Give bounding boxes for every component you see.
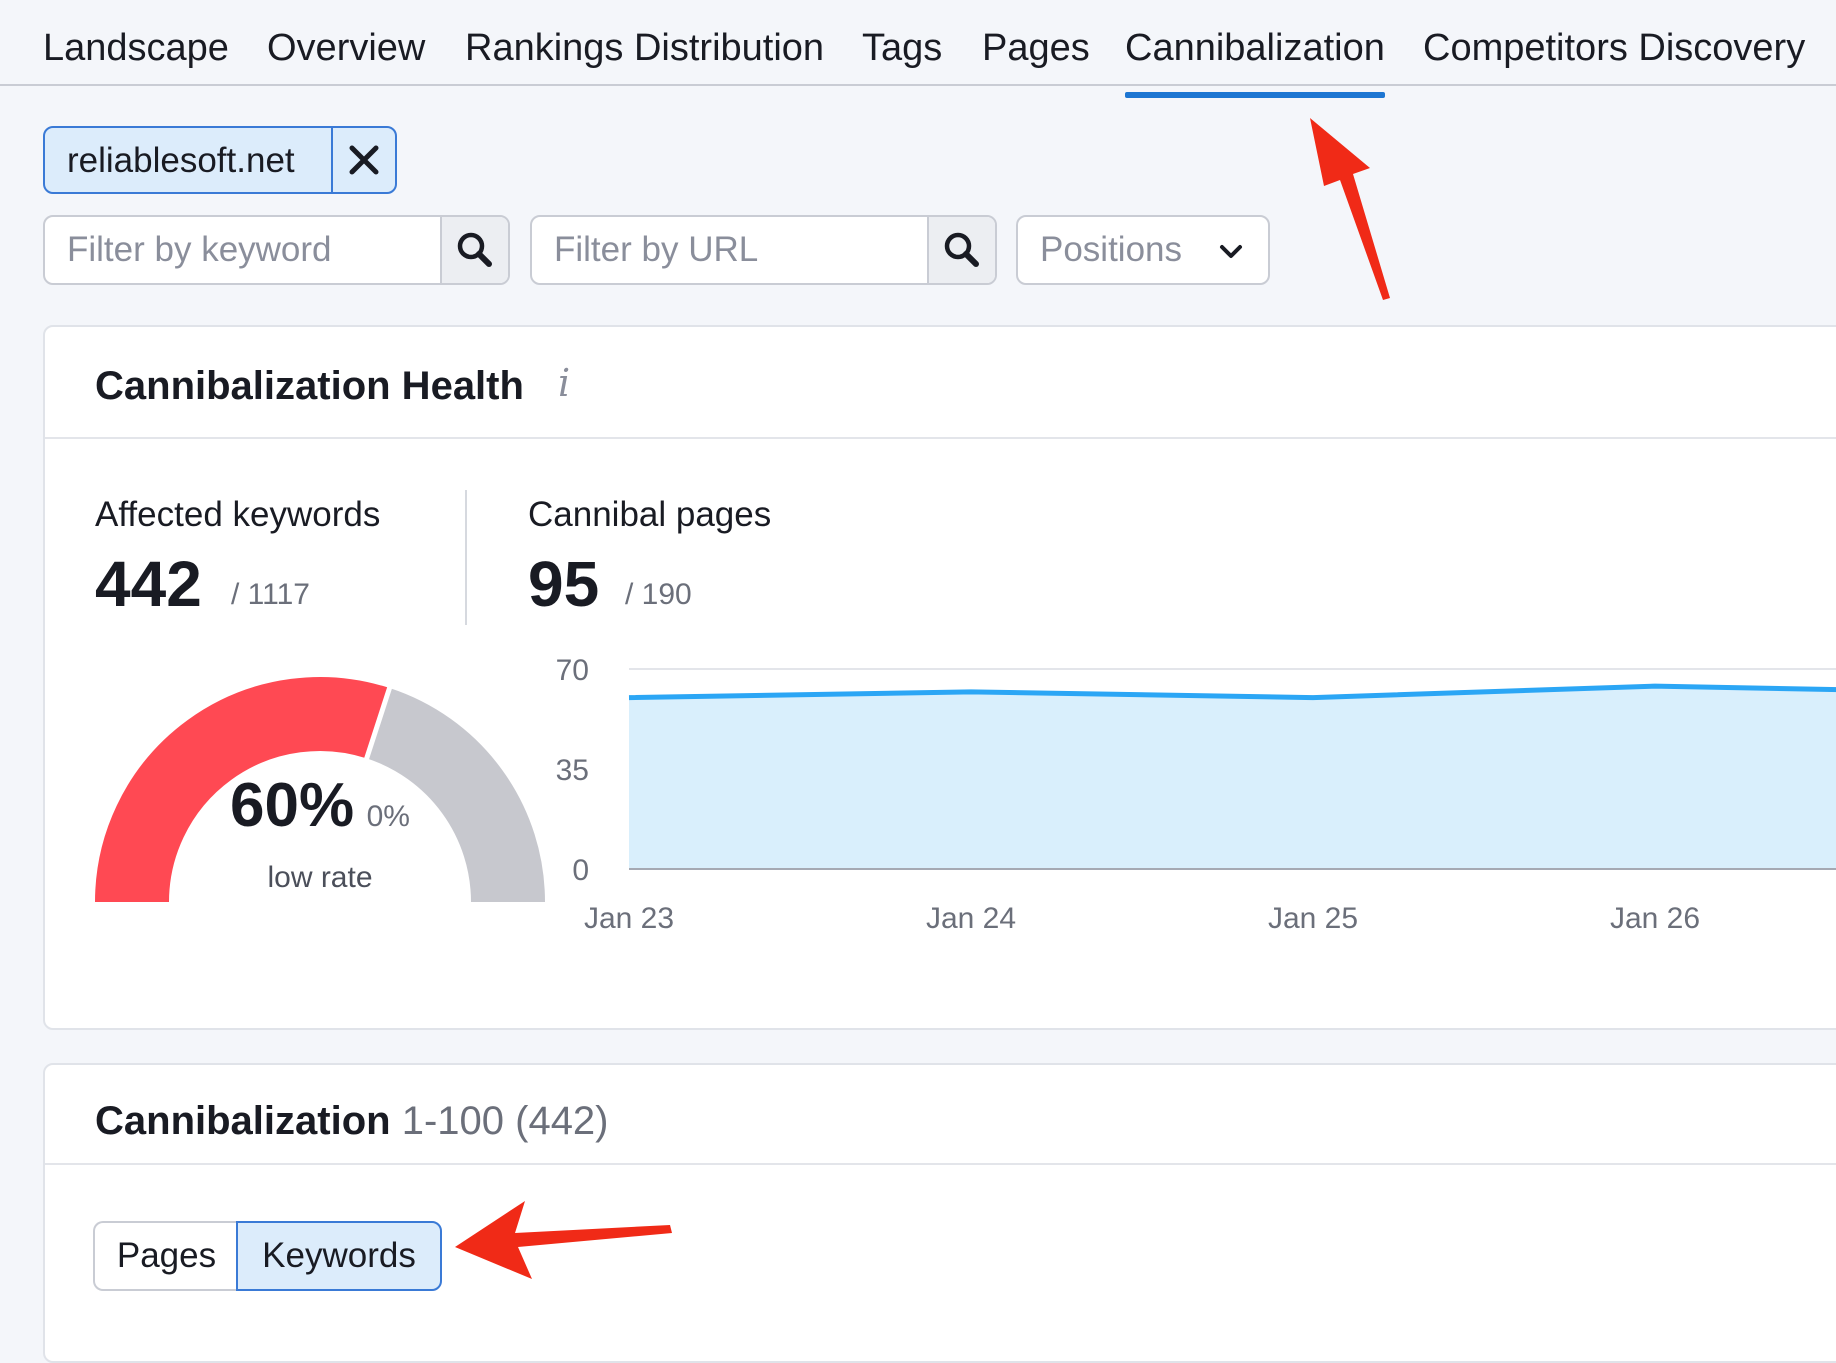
gauge-fill (95, 677, 390, 903)
toggle-pages[interactable]: Pages (93, 1221, 238, 1291)
annotation-arrow-icon (455, 1201, 672, 1279)
close-icon (349, 145, 379, 175)
y-tick-label: 35 (556, 754, 589, 787)
list-card-title: Cannibalization 1-100 (442) (95, 1095, 609, 1147)
tab-competitors-discovery[interactable]: Competitors Discovery (1423, 27, 1806, 69)
url-filter (530, 215, 997, 285)
domain-chip: reliablesoft.net (43, 126, 397, 194)
positions-dropdown-label: Positions (1040, 230, 1183, 269)
cannibalization-list-card: Cannibalization 1-100 (442) (43, 1063, 1836, 1363)
tab-pages[interactable]: Pages (982, 27, 1090, 69)
metric-divider (465, 490, 467, 625)
info-icon[interactable]: i (558, 361, 571, 405)
y-tick-label: 0 (572, 854, 589, 887)
tab-tags[interactable]: Tags (862, 27, 943, 69)
tab-landscape[interactable]: Landscape (43, 27, 229, 69)
domain-chip-label: reliablesoft.net (67, 141, 295, 180)
keyword-filter (43, 215, 510, 285)
positions-dropdown[interactable]: Positions (1016, 215, 1270, 285)
gauge-secondary-value: 0% (366, 800, 410, 833)
card-divider (45, 437, 1836, 439)
remove-domain-button[interactable] (331, 128, 395, 192)
search-icon (457, 232, 492, 267)
affected-keywords-label: Affected keywords (95, 495, 381, 534)
tab-cannibalization[interactable]: Cannibalization (1125, 22, 1385, 98)
tab-rankings-distribution[interactable]: Rankings Distribution (465, 27, 825, 69)
list-range: 1-100 (442) (401, 1099, 609, 1143)
cannibal-pages-total: / 190 (625, 578, 692, 611)
cannibal-pages-label: Cannibal pages (528, 495, 772, 534)
keyword-filter-input[interactable] (45, 217, 444, 283)
tab-overview[interactable]: Overview (267, 27, 426, 69)
y-tick-label: 70 (556, 654, 589, 687)
gauge-readout: 60% 0% (95, 771, 545, 841)
health-title-text: Cannibalization Health (95, 364, 524, 408)
series-line (628, 683, 1836, 701)
x-tick-label: Jan 26 (1610, 902, 1700, 935)
report-tabs: Landscape Overview Rankings Distribution… (0, 0, 1836, 98)
gauge-track (365, 688, 545, 903)
toggle-keywords[interactable]: Keywords (236, 1221, 442, 1291)
annotation-arrow-icon (1310, 118, 1390, 300)
gauge-caption: low rate (267, 861, 373, 894)
list-title-text: Cannibalization (95, 1099, 391, 1143)
health-card-title: Cannibalization Health (95, 360, 524, 412)
cannibalization-health-card: Cannibalization Health i Affected keywor… (43, 325, 1836, 1030)
card-divider (45, 1163, 1836, 1165)
series-area (629, 686, 1836, 869)
keyword-search-button[interactable] (440, 217, 508, 283)
affected-keywords-total: / 1117 (231, 578, 310, 611)
search-icon (944, 232, 979, 267)
url-search-button[interactable] (927, 217, 995, 283)
cannibal-pages-value: 95 (528, 548, 600, 620)
gauge-separator (363, 684, 393, 763)
cannibal-pages-chart: 70 35 0 Jan 23 Jan 24 Jan 25 Jan 26 (556, 654, 1836, 935)
health-gauge (95, 677, 545, 903)
affected-keywords-value: 442 (95, 548, 202, 620)
x-tick-label: Jan 24 (926, 902, 1016, 935)
gauge-value: 60% (230, 771, 355, 840)
url-filter-input[interactable] (532, 217, 931, 283)
x-tick-label: Jan 23 (584, 902, 674, 935)
x-tick-label: Jan 25 (1268, 902, 1358, 935)
chevron-down-icon (1220, 245, 1242, 258)
